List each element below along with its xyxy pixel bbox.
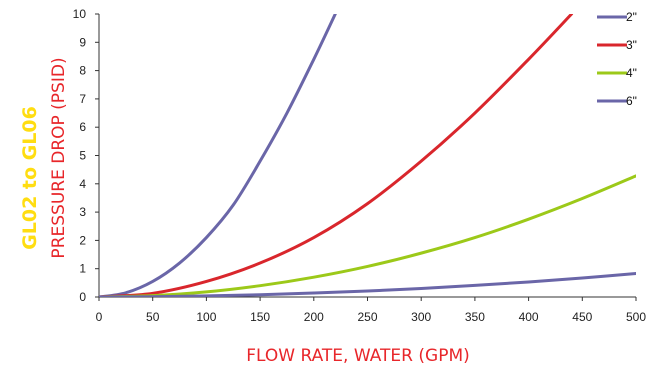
legend-label: 6" (626, 94, 637, 108)
legend-label: 3" (626, 38, 637, 52)
y-tick-label: 7 (79, 92, 86, 106)
legend-item-3in: 3" (597, 38, 637, 52)
x-tick-label: 200 (304, 310, 324, 324)
side-title: GL02 to GL06 (19, 106, 41, 250)
y-tick-label: 1 (79, 262, 86, 276)
y-tick-label: 8 (79, 64, 86, 78)
x-tick-label: 350 (465, 310, 485, 324)
y-tick-label: 9 (79, 35, 86, 49)
legend-label: 4" (626, 66, 637, 80)
x-tick-label: 0 (96, 310, 103, 324)
x-tick-label: 400 (519, 310, 539, 324)
y-tick-label: 3 (79, 205, 86, 219)
x-tick-label: 250 (357, 310, 377, 324)
y-tick-label: 2 (79, 233, 86, 247)
x-tick-label: 300 (411, 310, 431, 324)
y-tick-label: 4 (79, 177, 86, 191)
x-tick-label: 500 (626, 310, 646, 324)
series-6in-line (99, 272, 636, 297)
legend-item-6in: 6" (597, 94, 637, 108)
legend-label: 2" (626, 10, 637, 24)
legend-item-2in: 2" (597, 10, 637, 24)
legend: 2" 3" 4" 6" (597, 10, 637, 108)
x-tick-label: 150 (250, 310, 270, 324)
x-tick-label: 50 (146, 310, 160, 324)
series-3in-line (99, 14, 574, 297)
y-tick-label: 10 (73, 7, 87, 21)
legend-item-4in: 4" (597, 66, 637, 80)
x-axis-title: FLOW RATE, WATER (GPM) (246, 346, 470, 366)
x-tick-label: 450 (572, 310, 592, 324)
y-axis-title: PRESSURE DROP (PSID) (49, 57, 69, 258)
x-tick-label: 100 (196, 310, 216, 324)
series-4in-line (99, 174, 636, 297)
y-tick-label: 5 (79, 149, 86, 163)
series-2in-line (99, 14, 337, 297)
y-tick-label: 6 (79, 120, 86, 134)
series-layer (99, 14, 636, 297)
y-tick-label: 0 (79, 290, 86, 304)
